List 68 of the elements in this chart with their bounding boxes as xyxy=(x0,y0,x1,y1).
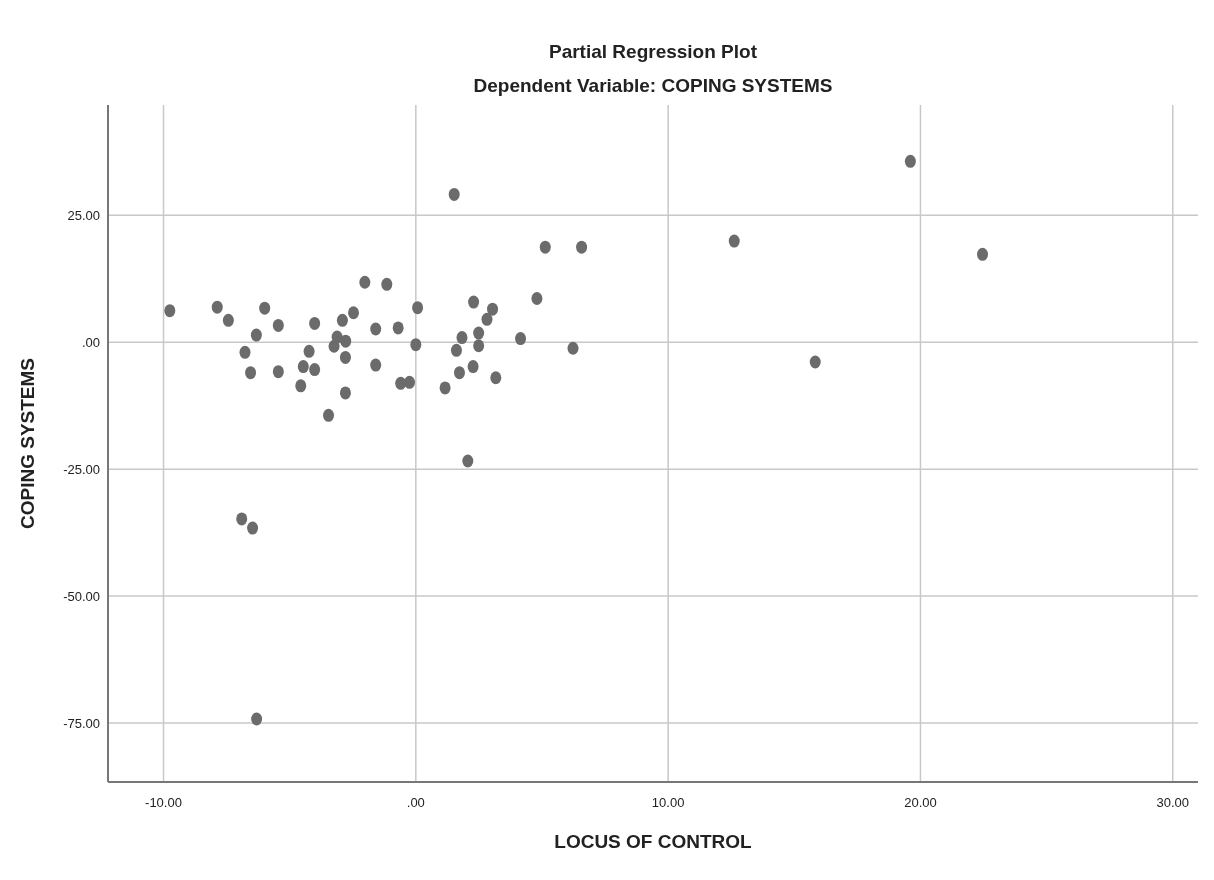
point xyxy=(439,381,451,395)
point xyxy=(339,350,351,364)
point xyxy=(539,240,551,254)
point xyxy=(448,187,460,201)
y-tick-label: -25.00 xyxy=(63,462,100,478)
point xyxy=(339,386,351,400)
point xyxy=(456,331,468,345)
x-tick-label: -10.00 xyxy=(145,795,182,810)
point xyxy=(576,240,588,254)
point xyxy=(247,521,259,535)
point xyxy=(272,365,284,379)
point xyxy=(236,512,248,526)
point xyxy=(468,295,480,309)
y-tick-label: -50.00 xyxy=(63,589,100,605)
point xyxy=(309,363,321,377)
point xyxy=(348,306,359,320)
x-tick-label: 30.00 xyxy=(1156,795,1190,810)
point xyxy=(728,234,740,248)
point xyxy=(359,275,371,289)
point xyxy=(251,712,263,726)
point xyxy=(531,292,543,305)
x-tick-label: 10.00 xyxy=(651,795,685,810)
point xyxy=(295,379,307,393)
point xyxy=(473,326,485,340)
point xyxy=(453,366,465,380)
x-axis-title: LOCUS OF CONTROL xyxy=(554,831,753,852)
point xyxy=(515,332,527,346)
point xyxy=(473,339,485,353)
point xyxy=(297,360,309,374)
point xyxy=(481,312,493,326)
point xyxy=(977,247,989,261)
point xyxy=(340,334,352,348)
point xyxy=(222,313,234,327)
point xyxy=(303,344,315,358)
point xyxy=(404,375,416,389)
point xyxy=(211,300,223,314)
point xyxy=(370,322,382,336)
point xyxy=(323,408,335,422)
y-axis-title: COPING SYSTEMS xyxy=(17,357,38,530)
x-tick-label: 20.00 xyxy=(904,795,937,810)
point xyxy=(250,328,262,342)
point xyxy=(904,154,916,168)
point xyxy=(164,304,176,318)
x-tick-label: .00 xyxy=(406,795,425,810)
point xyxy=(259,301,271,315)
y-tick-label: -75.00 xyxy=(63,716,100,732)
point xyxy=(412,301,424,315)
point xyxy=(809,355,821,369)
point xyxy=(370,358,382,372)
point xyxy=(392,321,404,335)
point xyxy=(245,366,257,380)
point xyxy=(272,318,284,332)
point xyxy=(239,345,251,359)
point xyxy=(487,302,499,316)
point xyxy=(490,371,502,385)
point xyxy=(467,360,479,374)
point xyxy=(567,341,579,355)
point xyxy=(328,339,340,353)
point xyxy=(450,343,462,357)
point xyxy=(336,313,348,327)
y-tick-label: 25.00 xyxy=(67,208,100,224)
chart-title: Partial Regression Plot xyxy=(548,41,758,62)
y-tick-label: .00 xyxy=(81,335,100,351)
point xyxy=(309,316,321,330)
point xyxy=(410,338,422,352)
point xyxy=(381,277,393,291)
chart-subtitle: Dependent Variable: COPING SYSTEMS xyxy=(473,75,833,96)
point xyxy=(462,454,474,468)
